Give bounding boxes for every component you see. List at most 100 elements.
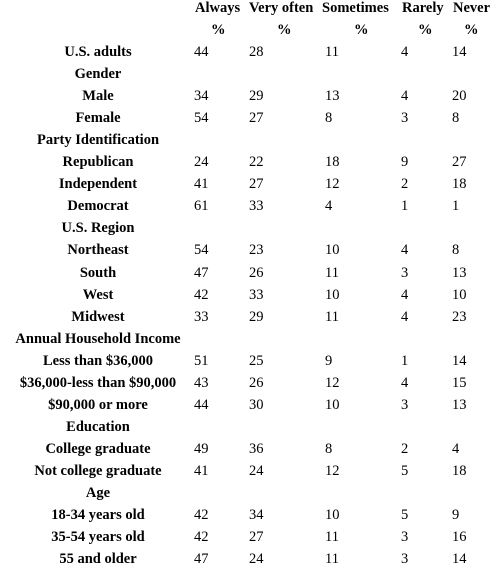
cell-rarely: 5 (401, 507, 409, 524)
unit-label-very-often: % (277, 22, 292, 38)
row-label: 55 and older (59, 551, 137, 568)
group-label: Education (66, 418, 130, 435)
cell-sometimes: 12 (325, 462, 340, 479)
group-label: Gender (74, 66, 122, 83)
cell-never: 8 (452, 242, 460, 259)
cell-always: 47 (194, 264, 209, 281)
cell-never: 15 (452, 374, 467, 391)
row-label: College graduate (45, 440, 151, 457)
table-row: U.S. adults 44 28 11 4 14 (0, 44, 497, 66)
cell-always: 33 (194, 308, 209, 325)
table-row: 55 and older 47 24 11 3 14 (0, 551, 497, 573)
cell-sometimes: 10 (325, 396, 340, 413)
cell-rarely: 4 (401, 374, 409, 391)
table-row: Male 34 29 13 4 20 (0, 88, 497, 110)
cell-sometimes: 10 (325, 507, 340, 524)
cell-very-often: 28 (249, 44, 264, 60)
cell-sometimes: 10 (325, 242, 340, 259)
row-label: West (82, 286, 114, 303)
cell-always: 34 (194, 88, 209, 105)
table-row: Republican 24 22 18 9 27 (0, 154, 497, 176)
cell-very-often: 34 (249, 507, 264, 524)
cell-rarely: 1 (401, 198, 409, 215)
row-label: Not college graduate (34, 462, 162, 479)
cell-sometimes: 8 (325, 440, 333, 457)
cell-rarely: 3 (401, 551, 409, 568)
cell-never: 14 (452, 352, 467, 369)
table-row: Independent 41 27 12 2 18 (0, 176, 497, 198)
unit-label-always: % (211, 22, 226, 38)
cell-sometimes: 18 (325, 154, 340, 171)
row-label: Less than $36,000 (43, 352, 153, 369)
table-row: Female 54 27 8 3 8 (0, 110, 497, 132)
cell-always: 51 (194, 352, 209, 369)
cell-never: 9 (452, 507, 460, 524)
cell-very-often: 27 (249, 176, 264, 193)
row-label: 18-34 years old (51, 507, 145, 524)
cell-never: 13 (452, 396, 467, 413)
cell-sometimes: 12 (325, 176, 340, 193)
cell-very-often: 33 (249, 286, 264, 303)
cell-rarely: 1 (401, 352, 409, 369)
cell-very-often: 22 (249, 154, 264, 171)
cell-always: 42 (194, 286, 209, 303)
cell-never: 14 (452, 44, 467, 60)
cell-always: 42 (194, 529, 209, 546)
cell-never: 8 (452, 110, 460, 127)
table-row: Democrat 61 33 4 1 1 (0, 198, 497, 220)
group-label: Age (85, 485, 111, 501)
row-label: $90,000 or more (48, 396, 148, 413)
cell-very-often: 26 (249, 264, 264, 281)
cell-always: 47 (194, 551, 209, 568)
cell-rarely: 9 (401, 154, 409, 171)
row-label: South (79, 264, 117, 281)
table-row: $36,000-less than $90,000 43 26 12 4 15 (0, 375, 497, 397)
cell-rarely: 4 (401, 286, 409, 303)
unit-label-never: % (464, 22, 479, 38)
row-label: Male (82, 88, 114, 105)
cell-rarely: 2 (401, 440, 409, 457)
cell-sometimes: 11 (325, 529, 339, 546)
cell-rarely: 2 (401, 176, 409, 193)
cell-very-often: 29 (249, 308, 264, 325)
cell-rarely: 3 (401, 396, 409, 413)
cell-very-often: 36 (249, 440, 264, 457)
cell-sometimes: 11 (325, 264, 339, 281)
cell-never: 14 (452, 551, 467, 568)
row-label: U.S. adults (64, 44, 132, 60)
cell-always: 44 (194, 396, 209, 413)
cell-very-often: 27 (249, 529, 264, 546)
column-header-sometimes: Sometimes (322, 0, 389, 16)
cell-rarely: 5 (401, 462, 409, 479)
cell-rarely: 3 (401, 110, 409, 127)
table-row: South 47 26 11 3 13 (0, 265, 497, 287)
cell-always: 49 (194, 440, 209, 457)
group-header-row: Gender (0, 66, 497, 88)
cell-never: 10 (452, 286, 467, 303)
cell-very-often: 24 (249, 551, 264, 568)
cell-sometimes: 12 (325, 374, 340, 391)
row-label: Female (75, 110, 121, 127)
cell-rarely: 4 (401, 88, 409, 105)
row-label: Democrat (67, 198, 129, 215)
cell-always: 43 (194, 374, 209, 391)
column-header-always: Always (195, 0, 241, 16)
cell-never: 13 (452, 264, 467, 281)
cell-rarely: 4 (401, 44, 409, 60)
row-label: Republican (62, 154, 134, 171)
column-header-very-often: Very often (249, 0, 314, 16)
cell-always: 42 (194, 507, 209, 524)
cell-never: 4 (452, 440, 460, 457)
row-label: Northeast (67, 242, 129, 259)
cell-never: 23 (452, 308, 467, 325)
unit-label-rarely: % (418, 22, 433, 38)
cell-very-often: 25 (249, 352, 264, 369)
cell-very-often: 33 (249, 198, 264, 215)
column-header-rarely: Rarely (402, 0, 444, 16)
group-label: Party Identification (36, 132, 160, 149)
cell-never: 18 (452, 462, 467, 479)
group-header-row: Annual Household Income (0, 331, 497, 353)
cell-sometimes: 13 (325, 88, 340, 105)
group-label: U.S. Region (61, 220, 135, 237)
row-label: 35-54 years old (51, 529, 145, 546)
